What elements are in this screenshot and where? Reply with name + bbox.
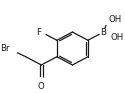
Circle shape <box>37 78 46 85</box>
Text: OH: OH <box>111 33 124 43</box>
Text: OH: OH <box>108 15 122 24</box>
Text: B: B <box>100 28 106 37</box>
Circle shape <box>105 33 117 43</box>
Circle shape <box>37 28 46 36</box>
Text: Br: Br <box>0 44 10 53</box>
Text: O: O <box>38 82 45 91</box>
Circle shape <box>3 43 18 55</box>
Circle shape <box>102 15 115 25</box>
Text: F: F <box>36 28 41 37</box>
Circle shape <box>100 29 107 35</box>
